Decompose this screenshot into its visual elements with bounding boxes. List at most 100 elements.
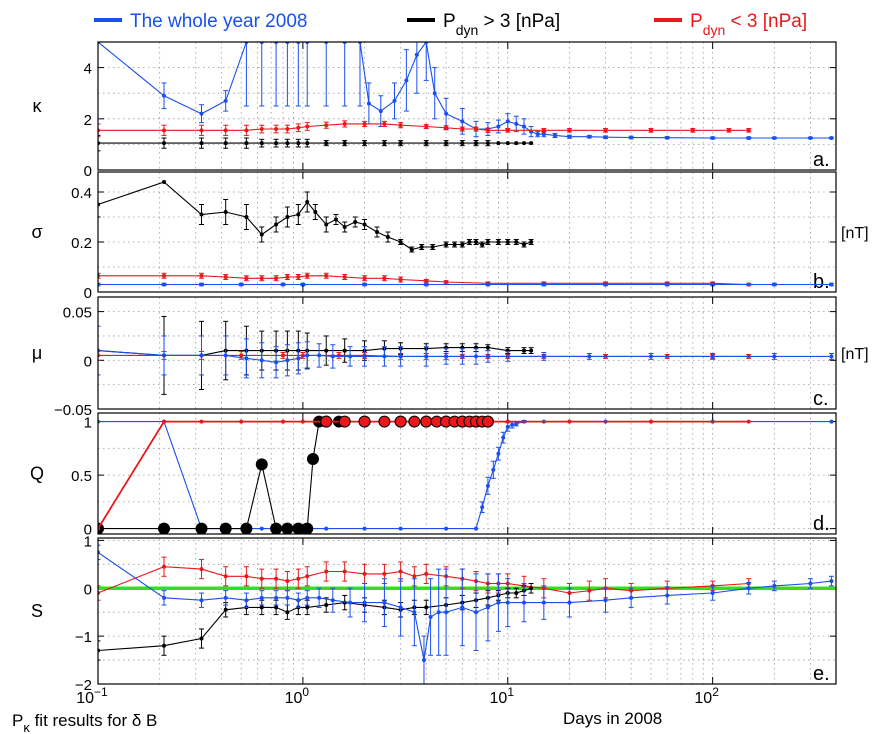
data-point-whole <box>501 435 506 440</box>
data-point-whole <box>829 354 834 359</box>
data-point-whole <box>362 526 367 531</box>
data-point-whole <box>521 124 526 129</box>
data-point-whole <box>281 282 286 287</box>
data-point-high <box>223 607 228 612</box>
data-point-high <box>324 222 329 227</box>
data-point-whole <box>772 136 777 140</box>
data-point-whole <box>244 598 249 603</box>
panels: 0 2 4 κ a. 0 0.2 0.4 σ [nT] b. −0.05 0 0.05 μ [nT] c. 0 0.… <box>30 41 869 694</box>
data-point-low <box>398 277 403 282</box>
data-point-whole <box>485 605 490 610</box>
data-point-whole <box>424 282 429 287</box>
data-point-whole <box>259 526 264 531</box>
data-point-whole <box>772 282 777 287</box>
data-point-low <box>305 574 310 579</box>
data-point-low <box>382 276 387 281</box>
data-point-whole <box>398 605 403 610</box>
series-group <box>98 544 836 684</box>
data-point-high <box>281 522 294 534</box>
data-point-high <box>305 605 310 610</box>
panel-tag: c. <box>813 388 829 410</box>
y-tick-label: 0.4 <box>71 185 92 202</box>
data-point-low <box>300 419 305 424</box>
data-point-whole <box>285 358 290 363</box>
data-point-high <box>424 605 429 610</box>
data-point-whole <box>199 282 204 287</box>
data-point-whole <box>808 136 813 140</box>
x-tick-label: 10−1 <box>76 685 108 707</box>
panel-frame <box>97 171 837 293</box>
data-point-low <box>505 419 510 424</box>
data-point-low <box>244 276 249 281</box>
data-point-whole <box>505 119 510 124</box>
data-point-high <box>158 522 171 534</box>
data-point-whole <box>485 483 490 488</box>
data-point-whole <box>274 360 279 365</box>
data-point-whole <box>496 124 501 129</box>
legend-high-sub: dyn <box>456 22 479 38</box>
data-point-low <box>305 273 310 278</box>
data-point-high <box>521 242 526 247</box>
data-point-whole <box>496 451 501 456</box>
data-point-high <box>398 141 403 146</box>
data-point-high <box>162 141 167 146</box>
footer-rest: fit results for δ B <box>30 711 158 730</box>
data-point-whole <box>424 354 429 359</box>
y-tick-label: 4 <box>84 61 92 78</box>
data-point-high <box>474 141 479 146</box>
data-point-high <box>296 212 301 217</box>
data-point-low <box>162 564 167 569</box>
data-point-low <box>358 415 371 428</box>
data-point-low <box>408 415 421 428</box>
data-point-high <box>362 222 367 227</box>
series-group <box>98 180 834 287</box>
data-point-whole <box>474 610 479 615</box>
y-tick-label: 0 <box>84 163 92 180</box>
data-point-whole <box>223 353 228 358</box>
data-point-low <box>444 280 449 284</box>
y-axis-label: σ <box>31 222 42 242</box>
data-point-low <box>281 353 286 358</box>
data-point-high <box>424 141 429 146</box>
data-point-whole <box>496 600 501 605</box>
data-point-high <box>223 210 228 214</box>
data-point-high <box>342 141 347 146</box>
data-point-high <box>305 200 310 204</box>
data-point-low <box>746 419 751 424</box>
panel-tag: d. <box>813 513 830 535</box>
data-point-whole <box>710 136 715 140</box>
series-line-whole <box>98 551 832 661</box>
data-point-low <box>296 275 301 279</box>
data-point-low <box>567 419 572 424</box>
data-point-high <box>274 141 279 146</box>
data-point-low <box>285 127 290 132</box>
data-point-high <box>460 141 465 146</box>
data-point-low <box>398 569 403 574</box>
data-point-high <box>444 141 449 146</box>
data-point-whole <box>629 135 634 140</box>
x-tick-label: 100 <box>285 685 310 707</box>
data-point-high <box>529 141 534 146</box>
data-point-low <box>324 123 329 128</box>
series-group <box>98 415 834 534</box>
y-tick-label: 1 <box>84 415 92 432</box>
data-point-whole <box>330 598 335 603</box>
data-point-high <box>301 522 314 534</box>
panel-tag: b. <box>813 271 830 293</box>
data-point-low <box>342 569 347 574</box>
data-point-whole <box>162 93 167 98</box>
data-point-low <box>382 571 387 576</box>
data-point-low <box>424 124 429 129</box>
data-point-whole <box>567 600 572 605</box>
x-tick-label: 102 <box>694 685 719 707</box>
data-point-whole <box>162 353 167 358</box>
panel-tag: e. <box>813 663 830 685</box>
data-point-high <box>382 141 387 146</box>
x-axis-label: Days in 2008 <box>563 709 662 728</box>
data-point-low <box>259 576 264 581</box>
data-point-whole <box>239 282 244 287</box>
data-point-low <box>223 275 228 279</box>
data-point-whole <box>474 526 479 531</box>
data-point-low <box>281 419 286 424</box>
data-point-low <box>541 128 546 133</box>
